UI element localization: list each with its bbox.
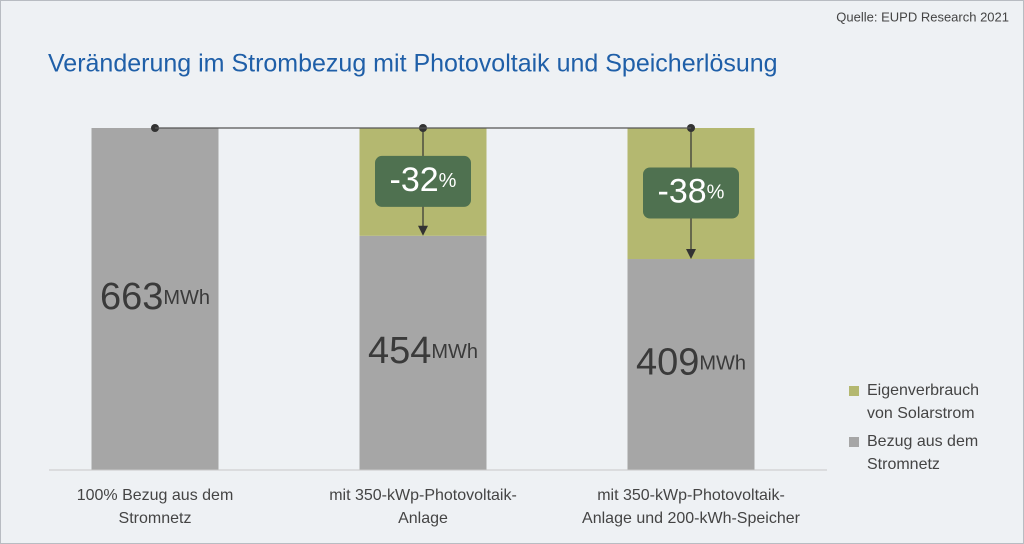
value-label: 663MWh	[100, 276, 210, 318]
bar-segment	[91, 128, 219, 470]
bar-segment	[627, 259, 755, 470]
reduction-number: -38	[658, 172, 707, 210]
reduction-box	[643, 167, 739, 219]
value-number: 409	[636, 342, 699, 384]
arrow-head	[418, 225, 428, 236]
x-tick-label: mit 350-kWp-Photovoltaik- Anlage	[329, 487, 517, 527]
arrow-head	[686, 249, 696, 260]
reduction-label: -32%	[390, 161, 457, 199]
value-number: 663	[100, 276, 163, 318]
value-label: 454MWh	[368, 330, 478, 372]
chart-title: Veränderung im Strombezug mit Photovolta…	[48, 50, 778, 78]
x-tick-label: mit 350-kWp-Photovoltaik- Anlage und 200…	[582, 487, 800, 527]
reduction-number: -32	[390, 161, 439, 199]
value-unit: MWh	[431, 341, 478, 363]
legend-label: Bezug aus dem Stromnetz	[867, 433, 979, 473]
legend-label: Eigenverbrauch von Solarstrom	[867, 382, 980, 422]
x-tick-label: 100% Bezug aus dem Stromnetz	[76, 487, 234, 527]
legend-swatch	[849, 437, 859, 447]
legend-swatch	[849, 386, 859, 396]
reduction-label: -38%	[658, 172, 725, 210]
value-number: 454	[368, 330, 431, 372]
reduction-unit: %	[707, 182, 725, 204]
value-unit: MWh	[699, 353, 746, 375]
value-label: 409MWh	[636, 342, 746, 384]
source: Quelle: EUPD Research 2021	[836, 9, 1009, 24]
bar-segment	[359, 235, 487, 470]
reduction-unit: %	[439, 170, 457, 192]
reduction-box	[375, 155, 471, 207]
value-unit: MWh	[163, 287, 210, 309]
